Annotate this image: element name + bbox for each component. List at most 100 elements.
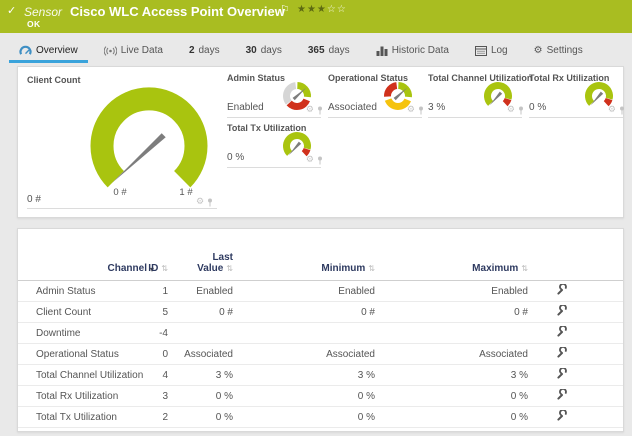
- sort-icon[interactable]: ⇅: [226, 264, 233, 273]
- channel-settings-wrench-icon[interactable]: [556, 324, 567, 340]
- live-signal-icon: [103, 45, 117, 56]
- tab-number: 2: [188, 45, 195, 56]
- gear-icon[interactable]: ⚙: [305, 105, 314, 115]
- tab-number: 30: [245, 45, 257, 56]
- total-tx-utilization-gauge: [283, 132, 311, 157]
- tab-30-days[interactable]: 30 days: [233, 38, 295, 63]
- gauge-icon: [19, 45, 32, 55]
- channel-id: 2: [162, 411, 168, 423]
- channel-settings-wrench-icon[interactable]: [556, 282, 567, 298]
- channel-name[interactable]: Operational Status: [36, 348, 119, 360]
- gear-icon[interactable]: ⚙: [406, 105, 415, 115]
- client-count-gauge: [90, 87, 208, 188]
- channel-settings-wrench-icon[interactable]: [556, 366, 567, 382]
- gear-icon[interactable]: ⚙: [305, 155, 314, 165]
- table-row[interactable]: Downtime -4: [18, 323, 623, 344]
- gauge-value: Associated: [328, 102, 377, 113]
- column-label: Last: [212, 252, 233, 263]
- gear-icon[interactable]: ⚙: [607, 105, 616, 115]
- column-label: Maximum: [472, 263, 519, 274]
- object-kind-label: Sensor: [24, 5, 63, 19]
- primary-gauge-value: 0 #: [27, 194, 41, 205]
- tab-label: Live Data: [120, 45, 163, 56]
- column-header-minimum[interactable]: Minimum ⇅: [233, 263, 375, 280]
- gauge-value: Enabled: [227, 102, 264, 113]
- page-title: Cisco WLC Access Point Overview: [70, 4, 285, 19]
- dropdown-caret-icon[interactable]: ▾: [149, 265, 154, 274]
- column-label: Value: [197, 263, 224, 274]
- stars-empty[interactable]: ☆☆: [326, 4, 347, 15]
- table-row[interactable]: Total Tx Utilization 2 0 % 0 % 0 %: [18, 407, 623, 428]
- column-header-edit: [528, 274, 605, 280]
- gauge-scale-max: 1 #: [179, 187, 193, 198]
- column-header-maximum[interactable]: Maximum ⇅: [375, 263, 528, 280]
- channel-id: 5: [162, 306, 168, 318]
- tab-2-days[interactable]: 2 days: [176, 38, 233, 63]
- flag-icon[interactable]: ⚐: [280, 3, 290, 16]
- pin-icon[interactable]: [418, 106, 424, 115]
- channel-name[interactable]: Admin Status: [36, 285, 96, 297]
- channel-maximum: Enabled: [491, 285, 528, 297]
- tab-live-data[interactable]: Live Data: [91, 38, 176, 63]
- channel-name[interactable]: Downtime: [36, 327, 81, 339]
- channel-name[interactable]: Client Count: [36, 306, 92, 318]
- channel-minimum: 0 #: [361, 306, 375, 318]
- tab-label: Overview: [36, 45, 78, 56]
- divider: [27, 208, 217, 209]
- sort-icon[interactable]: ⇅: [161, 264, 168, 273]
- channel-settings-wrench-icon[interactable]: [556, 345, 567, 361]
- tab-overview[interactable]: Overview: [6, 38, 91, 63]
- tab-label: days: [260, 45, 282, 56]
- tab-number: 365: [307, 45, 325, 56]
- pin-icon[interactable]: [317, 106, 323, 115]
- tab-label: Historic Data: [391, 45, 449, 56]
- pin-icon[interactable]: [518, 106, 524, 115]
- gear-icon[interactable]: ⚙: [506, 105, 515, 115]
- tab-label: days: [198, 45, 220, 56]
- channel-maximum: 0 %: [510, 390, 528, 402]
- gauge-value: 0 %: [529, 102, 547, 113]
- gear-icon[interactable]: ⚙: [196, 197, 205, 207]
- tab-historic-data[interactable]: Historic Data: [363, 38, 462, 63]
- pin-icon[interactable]: [619, 106, 625, 115]
- gauge-cell-total-tx-utilization: Total Tx Utilization 0 % ⚙: [227, 123, 323, 168]
- table-row[interactable]: Client Count 5 0 # 0 # 0 #: [18, 302, 623, 323]
- channel-settings-wrench-icon[interactable]: [556, 387, 567, 403]
- table-row[interactable]: Admin Status 1 Enabled Enabled Enabled: [18, 281, 623, 302]
- gauge-cell-tools: ⚙: [306, 156, 323, 165]
- channel-name[interactable]: Total Channel Utilization: [36, 369, 144, 381]
- stars-filled[interactable]: ★★★: [297, 4, 327, 15]
- table-row[interactable]: Total Channel Utilization 4 3 % 3 % 3 %: [18, 365, 623, 386]
- pin-icon[interactable]: [207, 198, 213, 207]
- channel-id: 3: [162, 390, 168, 402]
- tab-settings[interactable]: ⚙ Settings: [521, 38, 596, 63]
- gauge-cell-operational-status: Operational Status Associated ⚙: [328, 73, 424, 118]
- column-header-last-value[interactable]: Last Value ⇅: [168, 252, 233, 280]
- status-badge: OK: [27, 19, 41, 29]
- gear-icon: ⚙: [533, 44, 543, 56]
- gauge-scale-min: 0 #: [113, 187, 127, 198]
- tab-log[interactable]: Log: [462, 38, 521, 63]
- channel-settings-wrench-icon[interactable]: [556, 303, 567, 319]
- pin-icon[interactable]: [317, 156, 323, 165]
- column-label: Minimum: [321, 263, 366, 274]
- sort-icon[interactable]: ⇅: [368, 264, 375, 273]
- table-row[interactable]: Operational Status 0 Associated Associat…: [18, 344, 623, 365]
- column-header-id[interactable]: ID ⇅: [148, 263, 168, 280]
- gauge-cell-tools: ⚙: [507, 106, 524, 115]
- total-rx-utilization-gauge: [585, 82, 613, 107]
- tab-365-days[interactable]: 365 days: [295, 38, 363, 63]
- sort-icon[interactable]: ⇅: [521, 264, 528, 273]
- column-header-channel[interactable]: Channel ▾: [36, 263, 154, 280]
- priority-stars[interactable]: ★★★☆☆: [297, 4, 347, 15]
- channel-name[interactable]: Total Rx Utilization: [36, 390, 119, 402]
- operational-status-gauge: [384, 82, 412, 110]
- channel-settings-wrench-icon[interactable]: [556, 408, 567, 424]
- channel-name[interactable]: Total Tx Utilization: [36, 411, 117, 423]
- table-row[interactable]: Total Rx Utilization 3 0 % 0 % 0 %: [18, 386, 623, 407]
- gauge-title: Admin Status: [227, 73, 286, 83]
- channel-minimum: 0 %: [357, 390, 375, 402]
- gauge-title: Total Rx Utilization: [529, 73, 610, 83]
- total-channel-utilization-gauge: [484, 82, 512, 107]
